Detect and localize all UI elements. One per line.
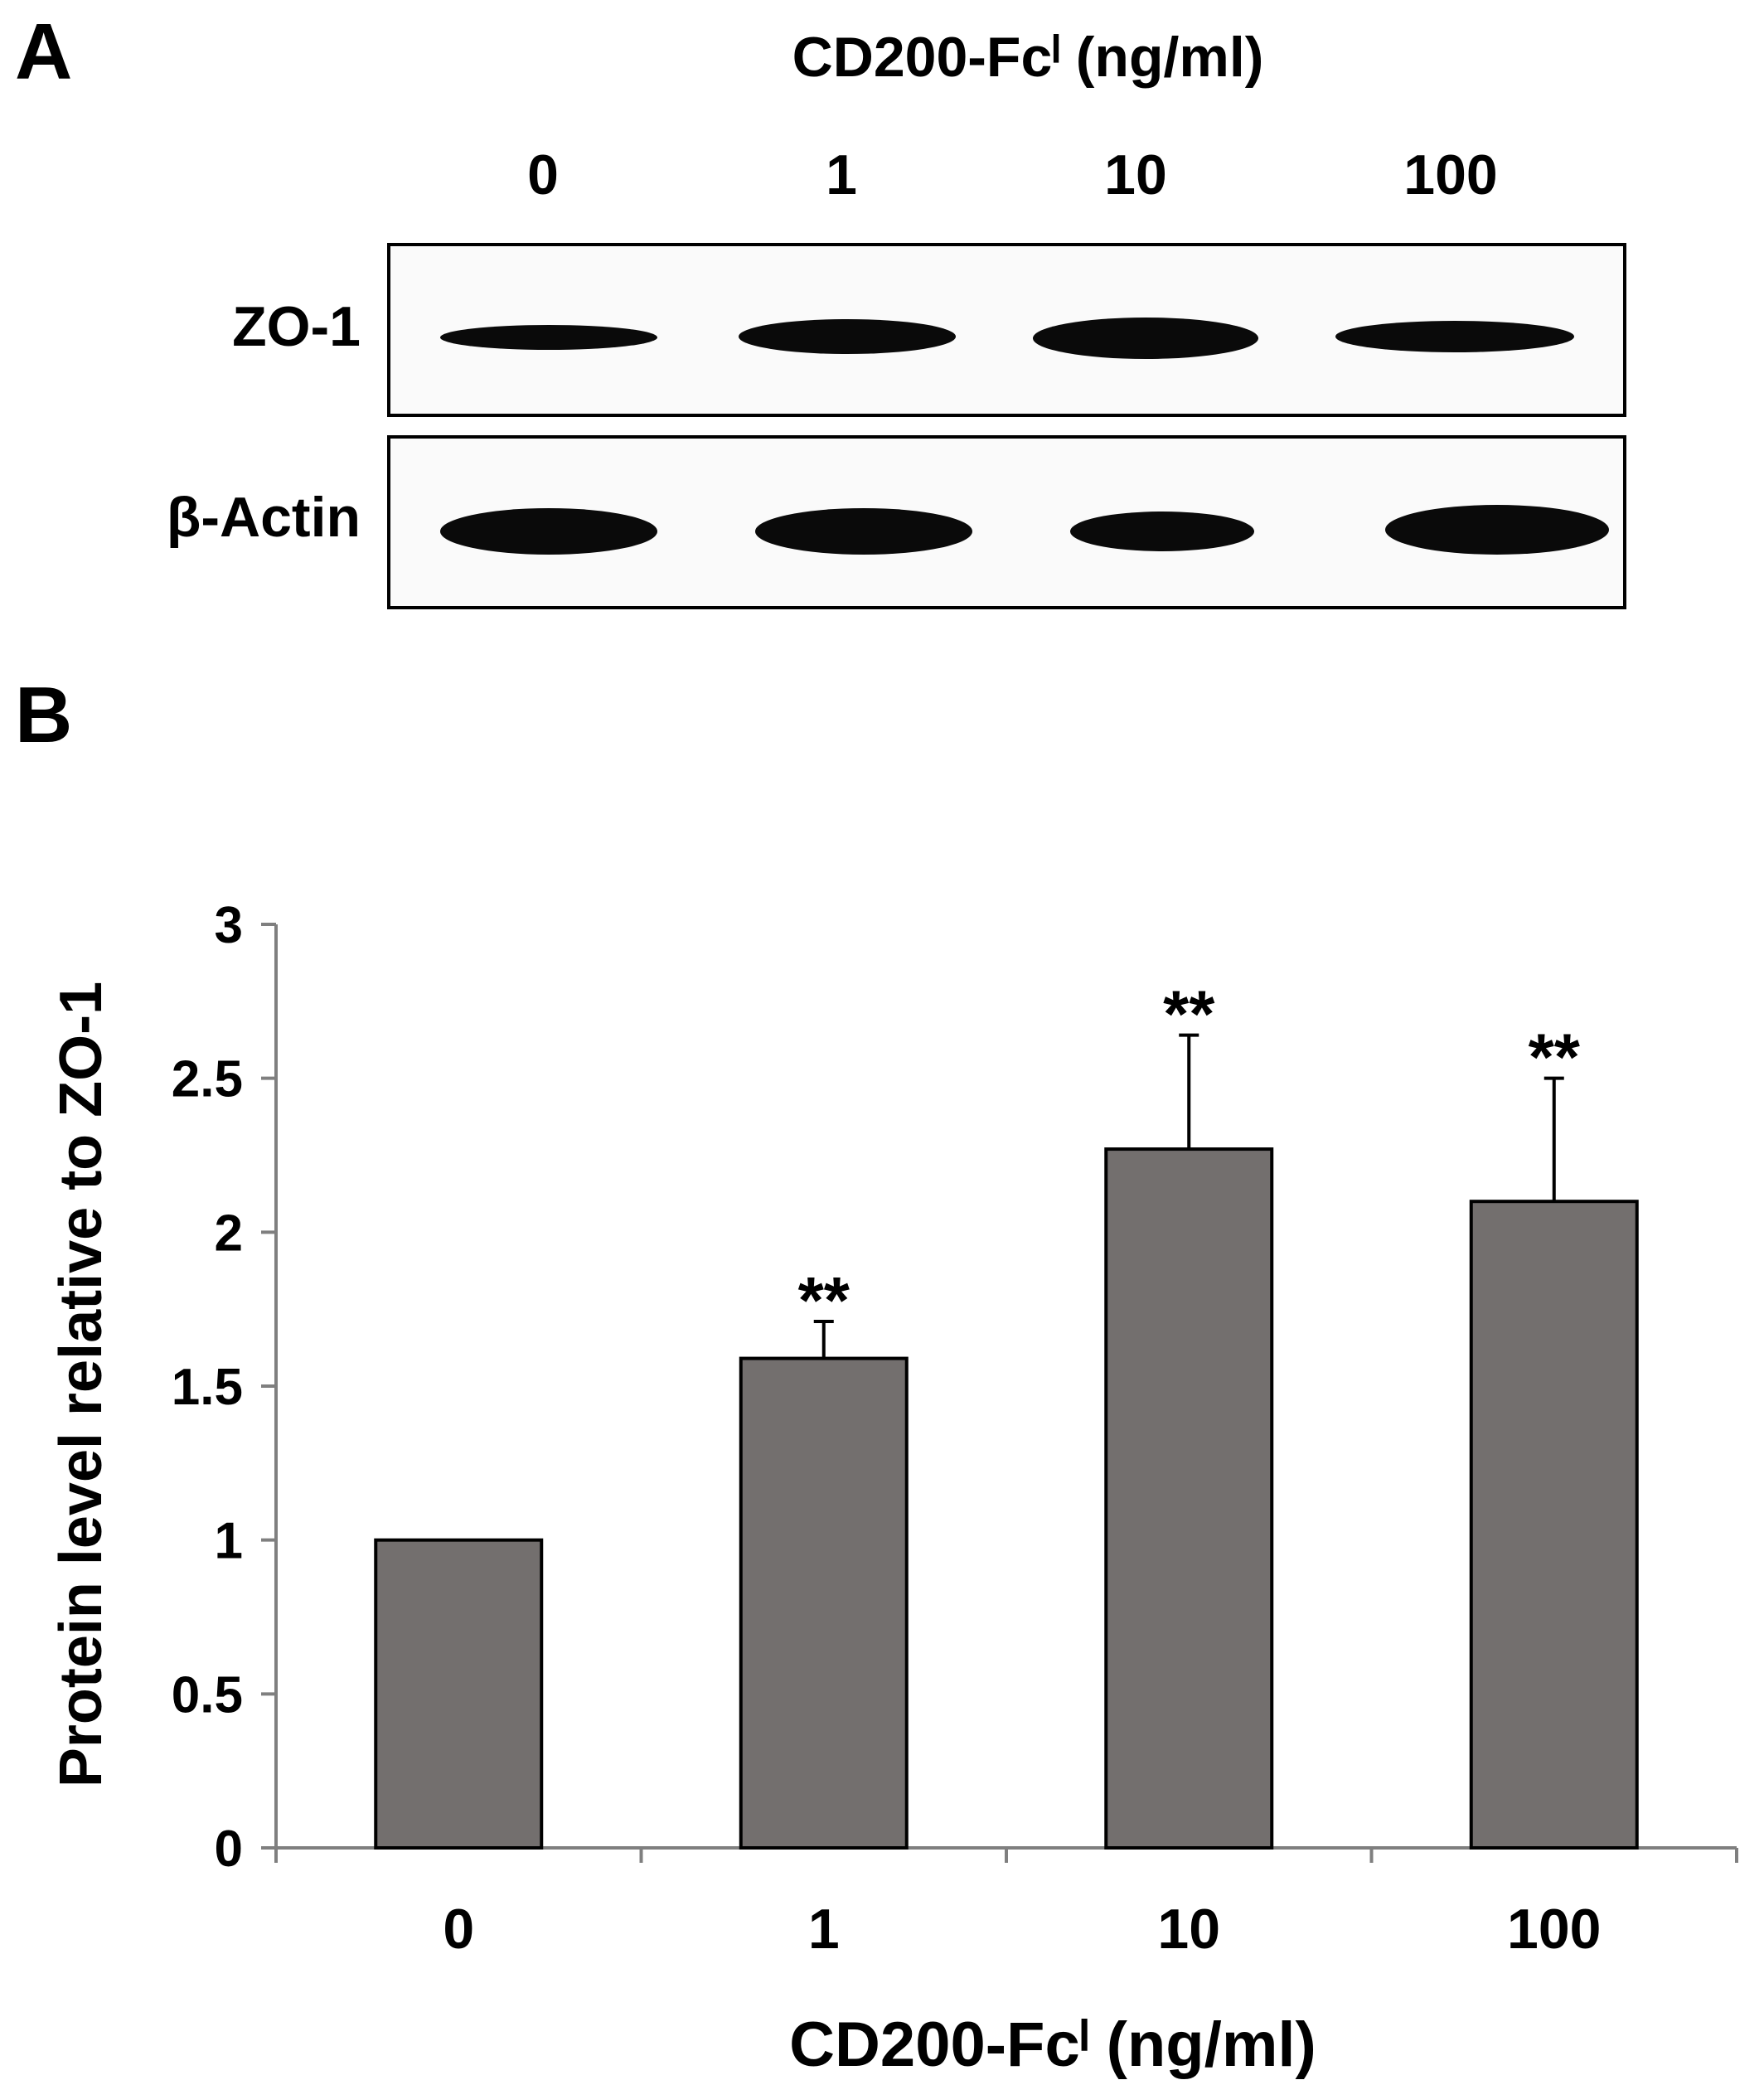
actin-band-lane-0 — [440, 508, 657, 555]
x-tick-label: 100 — [1507, 1898, 1601, 1961]
panel-a-letter: A — [15, 7, 73, 96]
actin-band-lane-1 — [755, 508, 972, 555]
blot-actin — [387, 435, 1626, 609]
bar-100 — [1469, 1200, 1639, 1850]
y-tick-label: 1 — [215, 1513, 243, 1570]
lane-label: 100 — [1403, 143, 1498, 206]
x-axis-title: CD200-Fcˡ (ng/ml) — [789, 2010, 1316, 2080]
lane-label: 10 — [1104, 143, 1167, 206]
zo1-band-lane-1 — [739, 319, 956, 354]
x-tick-label: 0 — [443, 1898, 474, 1961]
y-tick-label: 2.5 — [172, 1051, 243, 1108]
blot-treatment-label: CD200-Fcˡ (ng/ml) — [792, 26, 1264, 89]
significance-label: ** — [798, 1263, 850, 1337]
chart-layer: 0 0.5 1 1.5 2 2.5 3 0 ** 1 ** 10 ** 100 CD200-Fcˡ (ng/… — [48, 897, 1738, 2080]
zo1-band-lane-2 — [1033, 318, 1258, 359]
actin-band-lane-2 — [1070, 512, 1254, 551]
zo1-band-lane-0 — [440, 325, 657, 350]
y-tick-label: 0.5 — [172, 1666, 243, 1724]
lane-label: 1 — [826, 143, 857, 206]
zo1-band-lane-3 — [1335, 321, 1574, 352]
bar-1 — [739, 1356, 909, 1850]
x-tick-label: 10 — [1157, 1898, 1220, 1961]
panel-b-letter: B — [15, 671, 73, 759]
y-tick-label: 0 — [215, 1821, 243, 1878]
y-tick-label: 3 — [215, 897, 243, 954]
blot-row-label-actin: β-Actin — [166, 486, 361, 549]
y-axis-title: Protein level relative to ZO-1 — [48, 982, 114, 1787]
blot-row-label-zo1: ZO-1 — [232, 295, 361, 358]
x-tick-label: 1 — [808, 1898, 840, 1961]
significance-label: ** — [1529, 1021, 1581, 1094]
bar-0 — [374, 1538, 544, 1850]
lane-label: 0 — [527, 143, 559, 206]
actin-band-lane-3 — [1385, 505, 1609, 555]
y-tick-label: 2 — [215, 1205, 243, 1262]
significance-label: ** — [1163, 977, 1215, 1051]
blot-zo1 — [387, 243, 1626, 417]
y-tick-label: 1.5 — [172, 1359, 243, 1416]
bar-10 — [1104, 1147, 1274, 1850]
